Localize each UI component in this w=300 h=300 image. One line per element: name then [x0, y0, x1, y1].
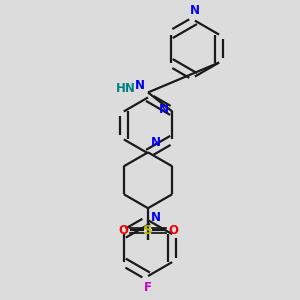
Text: N: N: [135, 80, 145, 92]
Text: F: F: [144, 281, 152, 294]
Text: S: S: [143, 224, 153, 237]
Text: HN: HN: [116, 82, 136, 95]
Text: O: O: [118, 224, 128, 237]
Text: N: N: [159, 103, 169, 116]
Text: N: N: [151, 136, 161, 149]
Text: N: N: [190, 4, 200, 16]
Text: N: N: [151, 211, 161, 224]
Text: O: O: [168, 224, 178, 237]
